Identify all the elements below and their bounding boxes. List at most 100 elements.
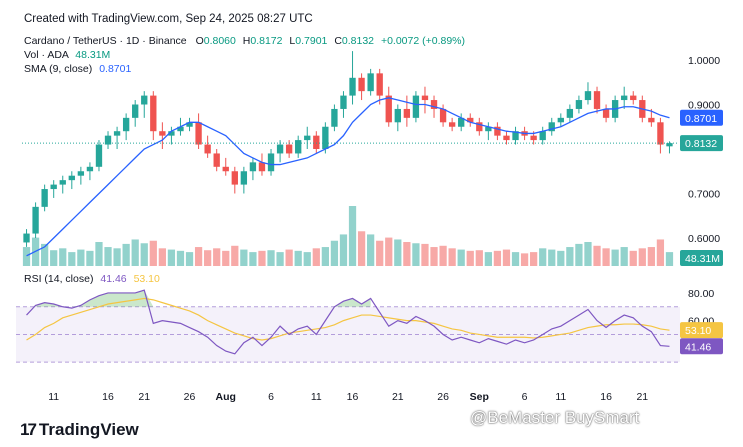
candle-body (367, 73, 374, 92)
volume-bar (348, 206, 357, 266)
candle-body (249, 162, 257, 172)
rsi-ma-line (26, 297, 670, 341)
sma-label: SMA (9, close) (24, 63, 93, 75)
candle-body (23, 233, 30, 243)
tv-logo-icon: 17 (20, 420, 37, 439)
volume-bar (530, 252, 538, 266)
candle-body (231, 171, 238, 185)
candle-body (530, 135, 537, 141)
candle-body (593, 91, 601, 109)
low-value: 0.7901 (295, 35, 328, 47)
rsi-tick-label: 80.00 (688, 288, 714, 300)
time-tick-label: 16 (600, 391, 612, 403)
candle-body (285, 144, 293, 154)
volume-bar (520, 253, 529, 266)
candle-body (385, 95, 392, 123)
time-tick-label: 11 (555, 391, 566, 403)
volume-bar (647, 247, 655, 266)
volume-bar (276, 252, 284, 266)
volume-bar (176, 250, 185, 266)
tradingview-logo[interactable]: 17 TradingView (20, 420, 139, 440)
volume-bar (502, 249, 511, 266)
time-tick-label: Aug (216, 391, 236, 403)
candle-body (258, 162, 266, 172)
volume-bar (222, 250, 230, 266)
candle-body (630, 95, 637, 101)
candle-body (141, 95, 148, 105)
rsi-value: 41.46 (100, 273, 127, 285)
volume-bar (41, 243, 49, 266)
candle-body (575, 100, 583, 109)
low-label: L (289, 35, 296, 47)
candle-body (77, 171, 85, 176)
candle-body (276, 144, 284, 154)
candle-body (666, 143, 673, 147)
candle-body (557, 117, 564, 123)
candle-body (512, 131, 519, 141)
price-axis: 1.0000 0.9000 0.7000 0.6000 0.8701 0.8132 48.3… (680, 55, 723, 266)
candle-body (467, 117, 474, 123)
candle-body (267, 153, 275, 172)
rsi-badge-bg (680, 338, 723, 355)
volume-bar (394, 239, 402, 266)
candle-body (177, 126, 184, 132)
volume-bar (357, 231, 366, 266)
change-value: +0.0072 (+0.89%) (380, 35, 466, 47)
candle-body (349, 77, 356, 96)
volume-bar (339, 234, 348, 266)
volume-bar (321, 247, 329, 266)
candle-body (50, 184, 57, 190)
time-tick-label: 16 (102, 391, 114, 403)
candle-body (95, 144, 103, 167)
last-price-badge-bg (680, 135, 723, 152)
volume-bar (86, 250, 94, 266)
volume-bar (403, 242, 411, 266)
volume-bar (439, 245, 447, 266)
rsi-ma-badge: 53.10 (685, 325, 711, 337)
close-label: C (334, 35, 342, 47)
volume-bar (213, 248, 221, 266)
candle-body (503, 135, 510, 141)
volume-bar (665, 252, 674, 266)
volume-bar (602, 248, 610, 266)
last-price-badge: 0.8132 (685, 138, 717, 150)
rsi-overbought-fill (35, 290, 371, 307)
candle-body (331, 108, 338, 127)
candle-body (458, 117, 465, 127)
volume-bar (629, 250, 637, 266)
candle-body (322, 126, 329, 149)
rsi-badge: 41.46 (685, 341, 711, 353)
volume-bar (575, 243, 583, 266)
candle-body (602, 108, 610, 118)
time-tick-label: 6 (522, 391, 528, 403)
candle-body (340, 95, 347, 109)
candle-body (448, 122, 456, 127)
volume-bar (113, 248, 121, 266)
candle-body (186, 122, 193, 127)
volume-bar (330, 240, 339, 266)
candle-body (168, 131, 175, 136)
price-tick-label: 0.7000 (688, 189, 720, 201)
ohlc-legend: Cardano / TetherUS · 1D · Binance O0.806… (24, 35, 465, 47)
volume-bar (376, 240, 384, 266)
candle-body (648, 117, 655, 123)
volume-legend: Vol · ADA 48.31M (24, 49, 110, 61)
price-tick-label: 0.9000 (688, 100, 720, 112)
price-tick-label: 1.0000 (688, 55, 720, 67)
volume-bar (22, 247, 31, 266)
candle-body (159, 131, 166, 136)
volume-bar (285, 249, 293, 266)
candle-body (86, 166, 94, 172)
candle-body (222, 166, 229, 172)
volume-bar (638, 248, 646, 266)
candle-body (621, 95, 628, 101)
time-tick-label: 21 (636, 391, 648, 403)
candle-body (358, 77, 365, 92)
volume-bar (167, 249, 176, 266)
volume-bar (611, 249, 619, 266)
volume-bar (548, 249, 556, 266)
volume-bar (267, 250, 275, 266)
open-label: O (195, 35, 204, 47)
candle-body (376, 73, 383, 96)
